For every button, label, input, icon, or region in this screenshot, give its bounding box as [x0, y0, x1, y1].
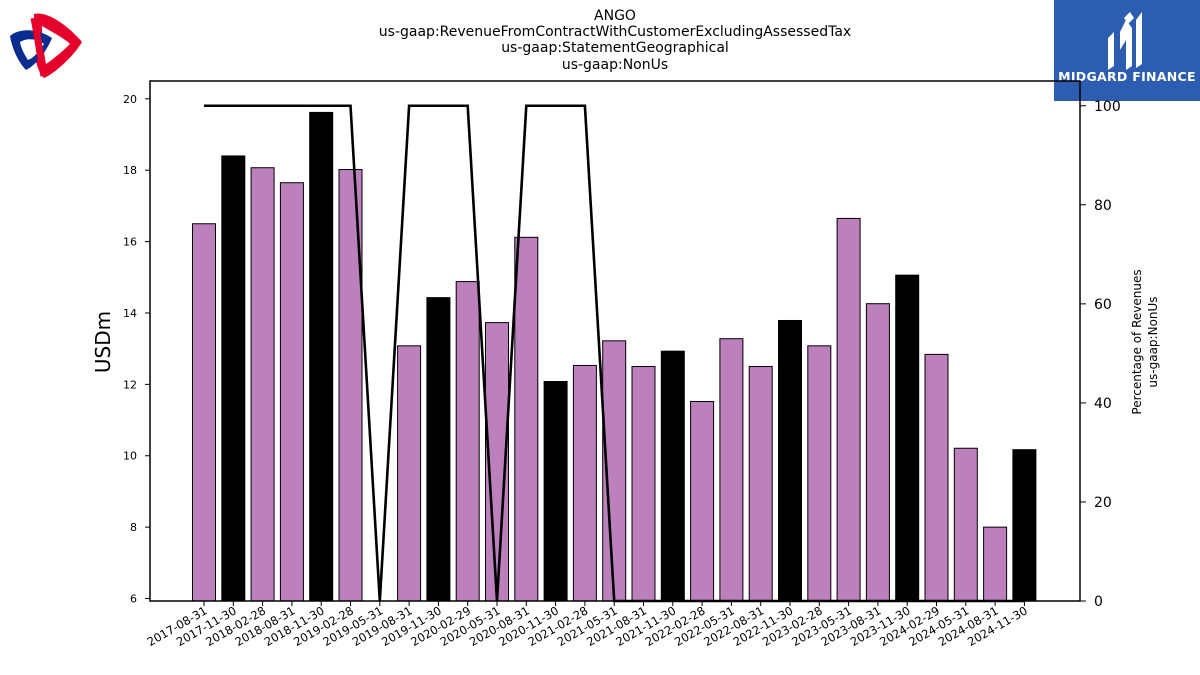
- y-axis-label: USDm: [91, 311, 115, 373]
- bar-2018-11-30: [309, 111, 334, 602]
- bar-series: [192, 111, 1037, 602]
- interlocking-ribbon-logo-icon: [10, 13, 82, 79]
- bar-2022-05-31: [719, 338, 744, 602]
- left-axis-ticks: 6 8 10 12 14 16 18 20: [123, 93, 150, 606]
- y-tick-label: 18: [123, 164, 137, 177]
- title-line-member: us-gaap:NonUs: [561, 57, 669, 73]
- bar-2022-08-31: [748, 366, 773, 602]
- y2-tick-label: 40: [1094, 396, 1112, 412]
- y2-tick-label: 20: [1094, 495, 1112, 511]
- y-tick-label: 6: [130, 593, 137, 606]
- bar-2022-02-28: [690, 400, 715, 602]
- brand-name: MIDGARD FINANCE: [1058, 69, 1196, 84]
- brand-badge: MIDGARD FINANCE: [1054, 0, 1200, 101]
- bar-2020-08-31: [514, 236, 539, 602]
- midgard-m-logo-icon: [1108, 12, 1142, 70]
- title-line-concept: us-gaap:RevenueFromContractWithCustomerE…: [378, 24, 852, 40]
- bar-2021-08-31: [631, 366, 656, 602]
- bar-2021-11-30: [660, 350, 685, 602]
- y-tick-label: 16: [123, 236, 137, 249]
- bar-2020-11-30: [543, 381, 568, 602]
- y-tick-label: 20: [123, 93, 137, 106]
- x-axis-ticks: 2017-08-312017-11-302018-02-282018-08-31…: [145, 601, 1030, 649]
- y2-tick-label: 80: [1094, 198, 1112, 214]
- title-line-ticker: ANGO: [594, 8, 636, 24]
- y2-axis-label-line-2: us-gaap:NonUs: [1146, 296, 1160, 387]
- bar-2019-08-31: [397, 345, 422, 602]
- y2-tick-label: 60: [1094, 297, 1112, 313]
- bar-2023-02-28: [807, 345, 832, 602]
- chart-axes: [149, 80, 1081, 602]
- bar-2024-05-31: [953, 447, 978, 602]
- bar-2023-11-30: [895, 274, 920, 602]
- title-line-axis: us-gaap:StatementGeographical: [501, 40, 729, 56]
- bar-2024-11-30: [1012, 449, 1037, 602]
- bar-2023-08-31: [865, 303, 890, 602]
- bar-2017-08-31: [192, 223, 216, 602]
- bar-2018-02-28: [250, 167, 275, 602]
- y-tick-label: 12: [123, 378, 137, 391]
- bar-2024-08-31: [983, 526, 1008, 602]
- bar-2020-02-29: [455, 281, 480, 602]
- y2-tick-label: 100: [1094, 99, 1121, 115]
- y-tick-label: 10: [123, 450, 137, 463]
- bar-2019-11-30: [426, 297, 451, 602]
- bar-2023-05-31: [836, 217, 861, 602]
- right-axis-ticks: 0 20 40 60 80 100: [1080, 99, 1121, 610]
- plot-frame: [149, 80, 1081, 602]
- bar-2024-02-29: [924, 353, 949, 602]
- y2-axis-label-line-1: Percentage of Revenues: [1130, 269, 1144, 414]
- y-tick-label: 14: [123, 307, 137, 320]
- bar-2021-02-28: [572, 364, 597, 602]
- bar-2017-11-30: [221, 155, 246, 602]
- y2-tick-label: 0: [1094, 594, 1103, 610]
- bar-2018-08-31: [279, 182, 304, 602]
- bar-2022-11-30: [778, 319, 802, 602]
- y-tick-label: 8: [130, 521, 137, 534]
